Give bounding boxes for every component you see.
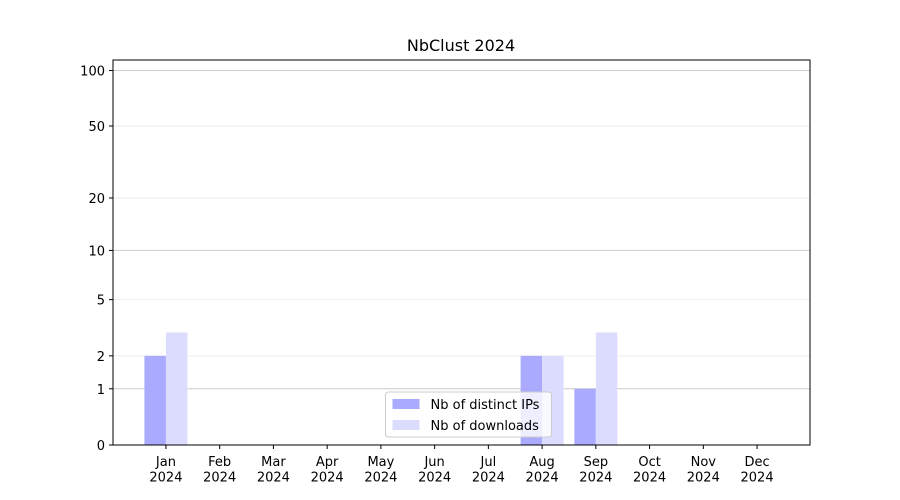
x-tick-label: Feb 2024	[203, 455, 236, 486]
x-tick-label: Jun 2024	[418, 455, 451, 486]
bar	[165, 332, 188, 445]
x-tick-label: Jul 2024	[472, 455, 505, 486]
legend-box	[385, 391, 552, 438]
x-tick-label: Mar 2024	[257, 455, 290, 486]
y-tick-label: 20	[88, 192, 105, 207]
legend-swatch	[392, 420, 420, 430]
y-tick-label: 0	[97, 439, 105, 454]
y-tick-label: 2	[97, 350, 105, 365]
x-tick-label: Aug 2024	[526, 455, 559, 486]
x-tick-label: Apr 2024	[311, 455, 344, 486]
x-tick-label: Sep 2024	[579, 455, 612, 486]
plot-frame	[112, 59, 811, 446]
legend-label: Nb of downloads	[431, 419, 540, 434]
y-tick-label: 10	[88, 244, 105, 259]
y-tick-label: 50	[88, 120, 105, 135]
bar	[595, 332, 618, 445]
x-tick-label: May 2024	[364, 455, 397, 486]
y-tick-label: 1	[97, 383, 105, 398]
bar	[574, 388, 596, 445]
legend: Nb of distinct IPs Nb of downloads	[385, 391, 552, 438]
x-tick-label: Oct 2024	[633, 455, 666, 486]
x-tick-label: Dec 2024	[741, 455, 774, 486]
bar	[144, 355, 166, 445]
y-tick-label: 5	[97, 294, 105, 309]
x-tick-label: Nov 2024	[687, 455, 720, 486]
y-tick-label: 100	[80, 65, 105, 80]
chart-title: NbClust 2024	[407, 36, 515, 55]
legend-swatch	[392, 399, 420, 409]
x-tick-label: Jan 2024	[149, 455, 182, 486]
legend-label: Nb of distinct IPs	[431, 398, 540, 413]
